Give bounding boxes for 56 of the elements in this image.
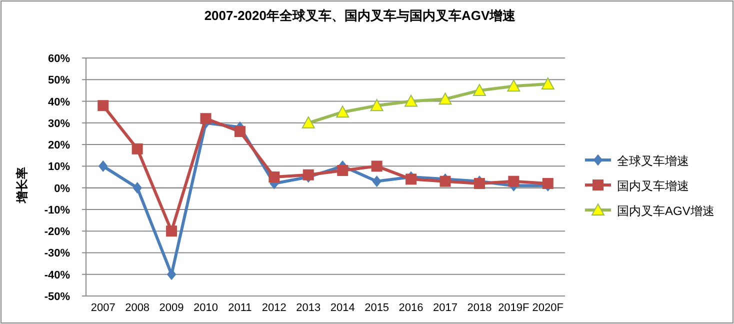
point: [166, 226, 178, 237]
x-tick-label: 2013: [296, 302, 321, 314]
x-tick-label: 2008: [125, 302, 150, 314]
point: [200, 113, 212, 124]
point: [508, 176, 520, 187]
x-tick-label: 2012: [262, 302, 286, 314]
point: [440, 176, 451, 187]
x-tick-label: 2018: [467, 302, 492, 314]
x-tick-label: 2015: [364, 302, 390, 314]
y-tick-label: 50%: [48, 74, 70, 87]
point: [371, 160, 382, 172]
legend-label: 全球叉车增速: [617, 154, 689, 168]
point: [336, 106, 350, 118]
point: [268, 172, 280, 182]
point: [302, 116, 315, 128]
x-tick-label: 2010: [194, 302, 218, 314]
y-tick-label: -30%: [44, 248, 70, 260]
y-tick-label: -10%: [44, 204, 70, 216]
legend-label: 国内叉车AGV增速: [617, 204, 714, 218]
point: [132, 182, 142, 194]
y-axis-title: 增长率: [15, 167, 29, 204]
point: [438, 92, 452, 105]
point: [337, 165, 348, 176]
legend-label: 国内叉车增速: [617, 179, 689, 193]
point: [98, 100, 109, 112]
chart-title: 2007-2020年全球叉车、国内叉车与国内叉车AGV增速: [204, 8, 517, 23]
y-tick-label: -40%: [44, 269, 70, 282]
point: [234, 126, 246, 138]
x-tick-label: 2017: [433, 302, 458, 314]
y-tick-label: -50%: [44, 291, 70, 303]
x-tick-label: 2011: [228, 302, 252, 314]
x-tick-label: 2020F: [532, 302, 564, 314]
point: [541, 77, 554, 90]
point: [542, 178, 554, 189]
point: [98, 160, 108, 172]
point: [472, 84, 486, 96]
y-tick-label: 60%: [48, 53, 70, 65]
y-tick-label: 10%: [48, 161, 70, 174]
y-tick-label: 30%: [48, 118, 70, 130]
point: [132, 143, 143, 154]
point: [372, 176, 382, 187]
point: [167, 268, 176, 280]
x-tick-label: 2007: [90, 302, 116, 314]
point: [507, 80, 520, 92]
x-tick-label: 2019F: [498, 302, 530, 314]
y-tick-label: -20%: [44, 226, 70, 238]
y-tick-label: 0%: [54, 182, 70, 195]
point: [406, 174, 417, 185]
point: [370, 99, 384, 112]
point: [404, 94, 418, 107]
point: [302, 169, 314, 180]
x-tick-label: 2014: [330, 302, 355, 314]
y-tick-label: 20%: [48, 140, 70, 152]
x-tick-label: 2009: [159, 302, 184, 314]
x-tick-label: 2016: [398, 302, 424, 314]
y-tick-label: 40%: [48, 96, 70, 108]
